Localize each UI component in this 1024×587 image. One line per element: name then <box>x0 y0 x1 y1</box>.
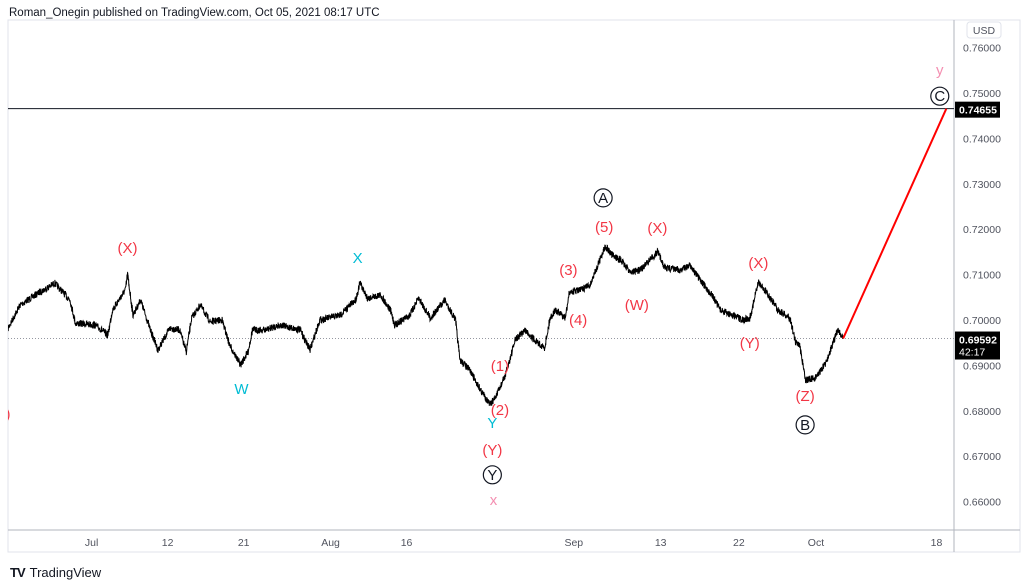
currency-label: USD <box>973 25 996 37</box>
wave-label: C <box>930 86 950 106</box>
wave-label-text: (Z) <box>796 388 815 405</box>
wave-label: (Y) <box>740 335 760 352</box>
wave-label: (4) <box>569 312 587 329</box>
wave-label: ) <box>6 406 11 423</box>
time-tick-label: Aug <box>321 537 340 549</box>
wave-label: A <box>593 188 613 208</box>
wave-label-circle <box>482 465 502 485</box>
wave-label-text: (2) <box>491 402 509 419</box>
price-tick-label: 0.71000 <box>963 270 1001 282</box>
wave-label-text: (Y) <box>740 335 760 352</box>
time-tick-label: 21 <box>238 537 250 549</box>
price-tick-label: 0.76000 <box>963 43 1001 55</box>
last-price-tag <box>955 331 1000 360</box>
time-tick-label: Sep <box>564 537 583 549</box>
wave-label-text: ) <box>6 406 11 423</box>
wave-label-circle <box>930 86 950 106</box>
wave-label-text: y <box>936 62 944 79</box>
chart-frame <box>7 19 1021 553</box>
wave-label-circle <box>593 188 613 208</box>
wave-label-text: (1) <box>491 358 509 375</box>
wave-label: (X) <box>647 220 667 237</box>
wave-label-text: (W) <box>625 297 649 314</box>
wave-label-text: (3) <box>559 262 577 279</box>
chart-pane: (X))WX(1)(2)Y(Y)Yx(3)(4)(5)A(X)(W)(X)(Y)… <box>6 62 954 509</box>
price-tick-label: 0.67000 <box>963 451 1001 463</box>
price-tick-label: 0.70000 <box>963 315 1001 327</box>
time-tick-label: Oct <box>808 537 824 549</box>
tradingview-logo[interactable]: TV TradingView <box>10 565 101 580</box>
time-tick-label: 12 <box>162 537 174 549</box>
wave-label: (5) <box>595 219 613 236</box>
wave-label-text: A <box>598 190 608 207</box>
wave-label-text: (5) <box>595 219 613 236</box>
wave-label: X <box>353 250 363 267</box>
bar-countdown-label: 42:17 <box>959 347 985 359</box>
level-price-label: 0.74655 <box>959 105 997 117</box>
brand-name: TradingView <box>29 565 102 580</box>
wave-label: (3) <box>559 262 577 279</box>
axes: 0.76000 0.75000 0.74000 0.73000 0.72000 0.710… <box>85 43 1001 549</box>
wave-label: (2) <box>491 402 509 419</box>
wave-label: (X) <box>748 255 768 272</box>
wave-label: (1) <box>491 358 509 375</box>
last-price-label: 0.69592 <box>959 335 997 347</box>
level-price-tag <box>955 101 1000 118</box>
wave-label: x <box>490 492 498 509</box>
publication-header: Roman_Onegin published on TradingView.co… <box>9 7 380 19</box>
wave-label-text: (X) <box>748 255 768 272</box>
price-line <box>8 244 844 406</box>
wave-label: Y <box>487 415 497 432</box>
time-tick-label: 18 <box>931 537 943 549</box>
time-tick-label: 16 <box>401 537 413 549</box>
wave-label: (Y) <box>482 442 502 459</box>
wave-label-text: (X) <box>117 240 137 257</box>
wave-label-circle <box>795 415 815 435</box>
time-tick-label: Jul <box>85 537 98 549</box>
wave-label: Y <box>482 465 502 485</box>
wave-label-text: B <box>800 417 810 434</box>
wave-label: y <box>936 62 944 79</box>
time-tick-label: 13 <box>655 537 667 549</box>
wave-projection-line <box>842 108 948 339</box>
price-tick-label: 0.74000 <box>963 133 1001 145</box>
wave-label-text: (X) <box>647 220 667 237</box>
wave-label: (Z) <box>796 388 815 405</box>
wave-label-text: Y <box>487 467 497 484</box>
wave-label: W <box>234 381 249 398</box>
price-tick-label: 0.66000 <box>963 497 1001 509</box>
price-tick-label: 0.75000 <box>963 88 1001 100</box>
wave-label-text: X <box>353 250 363 267</box>
currency-badge: USD <box>966 21 1002 39</box>
wave-label: B <box>795 415 815 435</box>
wave-label: (W) <box>625 297 649 314</box>
price-tick-label: 0.68000 <box>963 406 1001 418</box>
wave-label-text: x <box>490 492 498 509</box>
time-tick-label: 22 <box>733 537 745 549</box>
price-tick-label: 0.73000 <box>963 179 1001 191</box>
price-tick-label: 0.69000 <box>963 360 1001 372</box>
wave-label-text: C <box>934 88 945 105</box>
wave-label-text: (4) <box>569 312 587 329</box>
wave-label: (X) <box>117 240 137 257</box>
wave-label-text: (Y) <box>482 442 502 459</box>
wave-label-text: Y <box>487 415 497 432</box>
price-tick-label: 0.72000 <box>963 224 1001 236</box>
tradingview-logo-icon: TV <box>10 565 26 580</box>
wave-label-text: W <box>234 381 249 398</box>
